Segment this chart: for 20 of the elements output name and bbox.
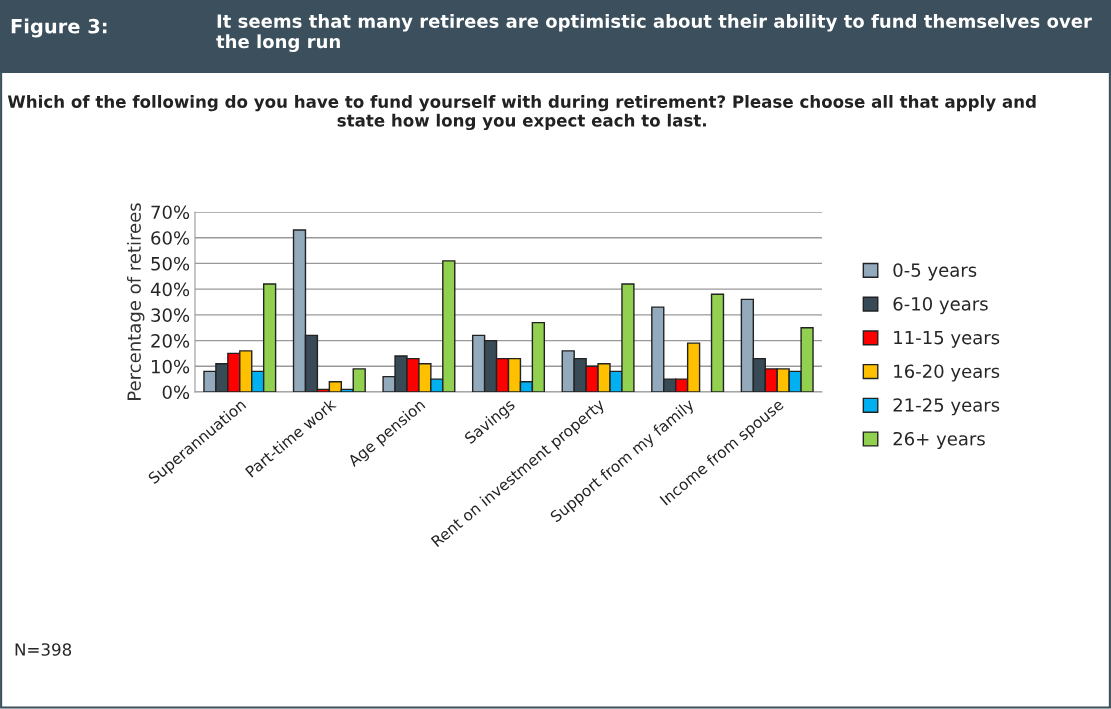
y-tick-label: 10% <box>151 359 190 374</box>
chart-title: It seems that many retirees are optimistic about their ability to fund themselves over the long run <box>216 14 1092 52</box>
y-tick-label: 30% <box>151 308 190 322</box>
y-tick-label: 20% <box>151 334 190 348</box>
y-tick-label: 70% <box>151 205 190 220</box>
y-tick-label: 60% <box>151 231 190 245</box>
legend-label: 26+ years <box>893 431 985 450</box>
y-tick-label: 0% <box>162 385 190 400</box>
legend-label: 16-20 years <box>894 364 1000 382</box>
chart-subtitle: Which of the following do you have to fund yourself with during retirement? Please choose all that apply and state how long you expect each to last. <box>7 95 1036 131</box>
legend-label: 11-15 years <box>894 330 1000 348</box>
legend-label: 0-5 years <box>893 263 977 281</box>
legend-label: 21-25 years <box>893 398 1000 416</box>
text: N=398 <box>15 643 72 656</box>
caption: Figure 3: <box>11 18 107 38</box>
y-tick-label: 40% <box>150 282 190 297</box>
y-tick-label: 50% <box>151 256 190 271</box>
bar <box>710 293 725 392</box>
legend-label: 6-10 years <box>893 296 988 315</box>
y-axis-title: Percentage of retirees <box>126 203 145 400</box>
